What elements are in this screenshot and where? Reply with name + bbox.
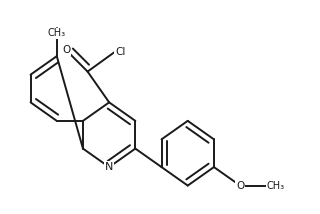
Text: N: N [105,162,113,172]
Text: Cl: Cl [115,46,126,56]
Text: CH₃: CH₃ [48,28,66,39]
Text: O: O [62,45,70,55]
Text: CH₃: CH₃ [266,181,284,191]
Text: O: O [236,181,244,191]
